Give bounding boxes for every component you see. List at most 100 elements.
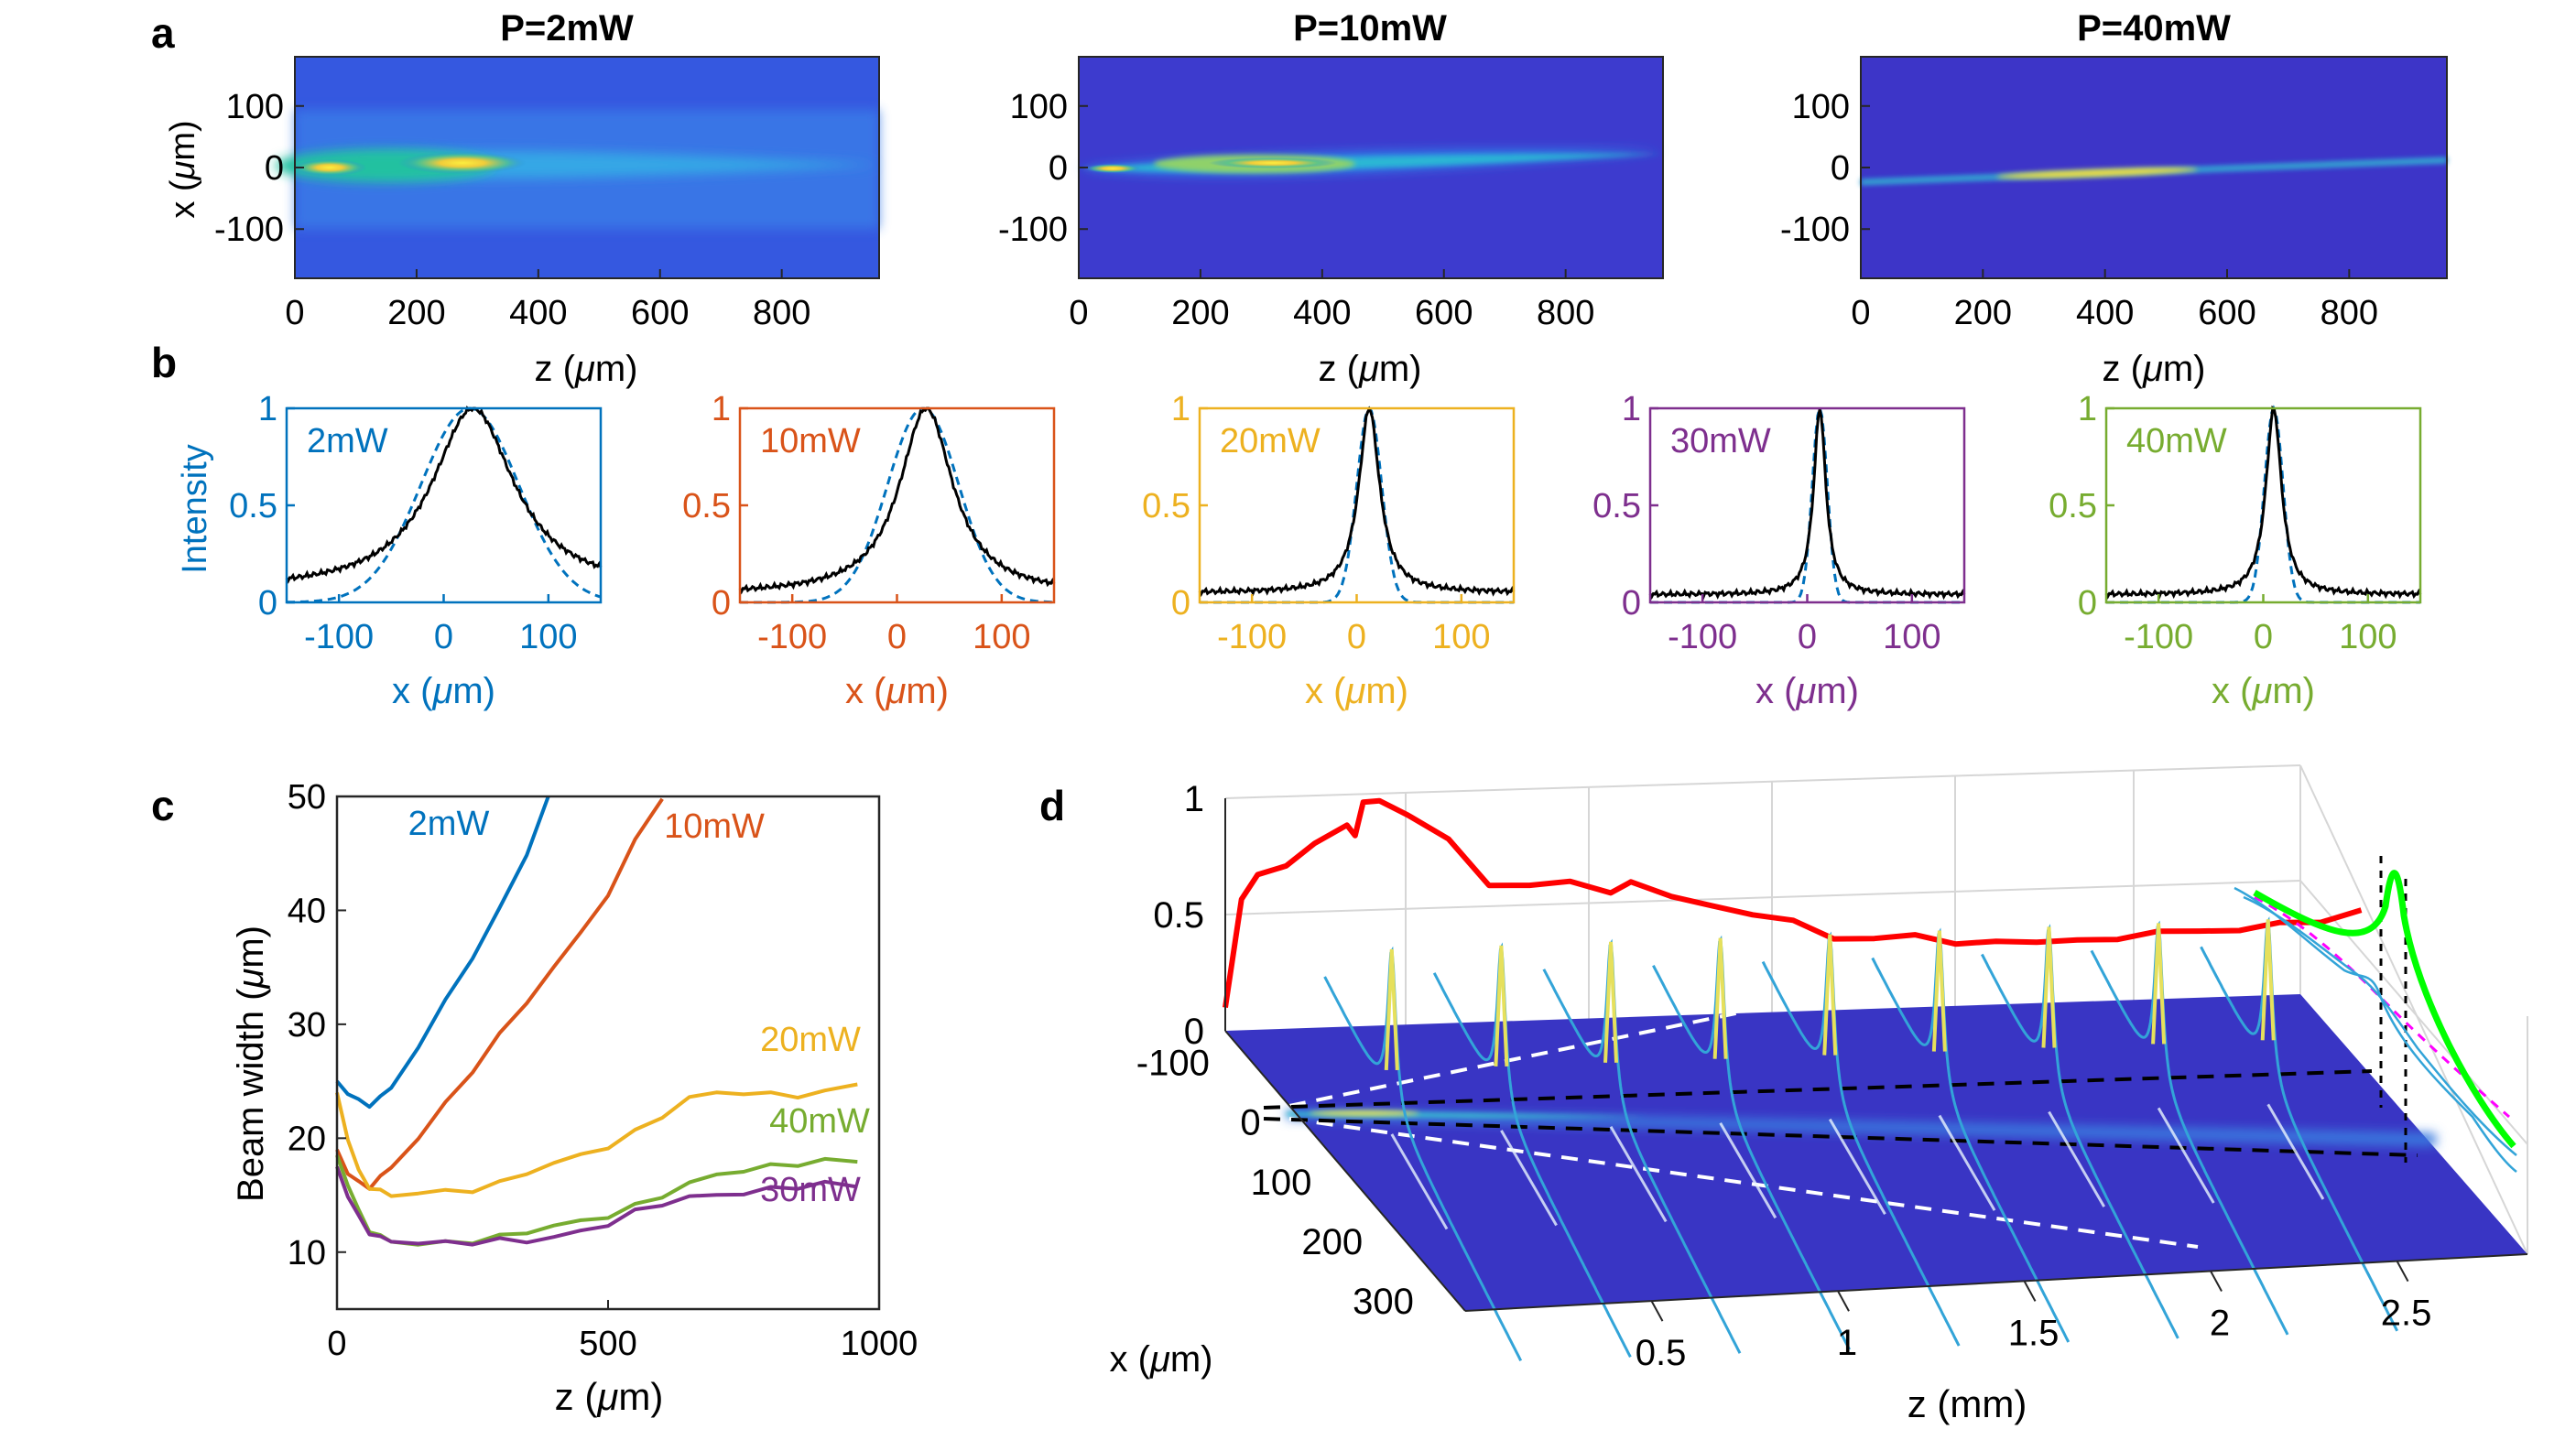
panel-d-ylabel: x (μm) xyxy=(1110,1339,1213,1380)
profile-peak-highlight xyxy=(2041,926,2057,1048)
measured-profile-line xyxy=(285,405,603,584)
y-tick-label: 1 xyxy=(1171,390,1190,428)
profile-peak-highlight xyxy=(1712,937,1728,1059)
x-tick-label: 100 xyxy=(1251,1163,1312,1203)
width-line-10mW xyxy=(335,797,664,1191)
x-tick-label: -100 xyxy=(1217,618,1287,656)
profile-peak-highlight xyxy=(2151,923,2167,1045)
profile-xlabel: x (μm) xyxy=(2212,671,2315,711)
x-tick-label: -100 xyxy=(2124,618,2193,656)
width-line-30mW xyxy=(335,1165,858,1247)
profile-slice xyxy=(1542,938,1742,1354)
gaussian-fit-line xyxy=(740,406,1055,604)
x-tick-label: 100 xyxy=(2339,618,2397,656)
x-tick-label: 800 xyxy=(753,294,810,332)
z-tick-label: 1 xyxy=(1837,1323,1857,1363)
heatmap-xlabel: z (μm) xyxy=(2103,349,2206,389)
box-edge xyxy=(1224,880,2301,915)
profile-40mW: -100 0 100 0 0.5 1 40mW x (μm) xyxy=(2049,390,2422,711)
beam-hot-spot xyxy=(1996,168,2198,179)
x-tick-label: -100 xyxy=(304,618,374,656)
profile-xlabel: x (μm) xyxy=(392,671,495,711)
z-tick-label: 1 xyxy=(1184,779,1204,819)
x-tick-label: -100 xyxy=(757,618,827,656)
x-tick-label: 1000 xyxy=(841,1325,918,1363)
y-tick-label: -100 xyxy=(1780,211,1850,249)
profile-slice xyxy=(1323,946,1523,1362)
x-tick-label: 100 xyxy=(519,618,577,656)
x-tick-label: 0 xyxy=(327,1325,346,1363)
x-tick-label: 600 xyxy=(631,294,689,332)
y-tick-label: 1 xyxy=(258,390,277,428)
heatmap-xlabel: z (μm) xyxy=(1319,349,1422,389)
profile-power-label: 30mW xyxy=(1670,422,1771,460)
box-3d xyxy=(1224,764,2528,1255)
y-tick-label: 0 xyxy=(1171,584,1190,623)
y-tick-label: 100 xyxy=(1792,88,1850,126)
y-tick-label: -100 xyxy=(214,211,284,249)
panel-c-label: c xyxy=(151,782,175,829)
profile-floor-edge xyxy=(2266,1103,2325,1200)
panel-a-label: a xyxy=(151,9,175,57)
peak-intensity-line xyxy=(1223,797,2363,1009)
box-edge xyxy=(2299,764,2528,1255)
profile-peak-highlight xyxy=(2260,919,2276,1041)
profile-peak-highlight xyxy=(1822,934,1838,1056)
measured-profile-line xyxy=(2104,405,2422,600)
z-tick xyxy=(2210,1271,2223,1292)
y-tick-label: 0.5 xyxy=(1142,487,1190,525)
heatmap-xlabel: z (μm) xyxy=(535,349,638,389)
x-tick-label: -100 xyxy=(1136,1044,1210,1084)
profile-power-label: 40mW xyxy=(2126,422,2227,460)
fit-green-curve xyxy=(2253,870,2516,1149)
profile-2mW: -100 0 100 0 0.5 1 2mW x (μm) xyxy=(229,390,603,711)
y-tick-label: 0.5 xyxy=(229,487,277,525)
width-series-label: 40mW xyxy=(769,1102,870,1141)
panel-b-ylabel: Intensity xyxy=(176,444,214,574)
profile-xlabel: x (μm) xyxy=(845,671,949,711)
x-tick-label: 600 xyxy=(2198,294,2255,332)
y-tick-label: 0 xyxy=(1831,149,1850,188)
y-tick-label: 1 xyxy=(1622,390,1641,428)
x-tick-label: 0 xyxy=(1798,618,1817,656)
profile-power-label: 20mW xyxy=(1220,422,1321,460)
y-tick-label: 0 xyxy=(712,584,731,623)
z-tick-label: 2.5 xyxy=(2381,1294,2432,1334)
profile-floor-edge xyxy=(1828,1118,1886,1215)
x-tick-label: 0 xyxy=(2254,618,2273,656)
z-tick-label: 0.5 xyxy=(1636,1333,1687,1373)
x-tick-label: 200 xyxy=(1301,1222,1363,1262)
profile-xlabel: x (μm) xyxy=(1305,671,1408,711)
x-tick-label: 400 xyxy=(509,294,567,332)
width-series-label: 10mW xyxy=(664,807,765,846)
axis-edge xyxy=(1464,1253,2528,1312)
box-edge xyxy=(2299,880,2528,1145)
profile-peak-highlight xyxy=(1384,948,1399,1071)
y-tick-label: 0 xyxy=(265,149,284,188)
floor-beam-glow xyxy=(1287,1110,2436,1146)
heatmap-title-2mW: P=2mW xyxy=(500,8,634,49)
x-tick-label: -100 xyxy=(1668,618,1737,656)
guide-black xyxy=(1263,1069,2373,1110)
x-tick-label: 0 xyxy=(887,618,907,656)
gaussian-fit-line xyxy=(287,406,602,604)
profile-slice xyxy=(1652,935,1851,1350)
beam-hot-spot xyxy=(1085,164,1140,173)
fit-measured-curve xyxy=(2243,895,2517,1156)
profile-floor-edge xyxy=(1719,1121,1777,1219)
panel-c: c Beam width (μm) z (μm) 2mW 10mW 20mW 40mW… xyxy=(151,778,918,1418)
y-tick-label: 0.5 xyxy=(682,487,731,525)
y-tick-label: 0 xyxy=(2078,584,2097,623)
beam-hot-spot xyxy=(1209,157,1337,168)
profile-power-label: 2mW xyxy=(307,422,388,460)
panel-d-curves xyxy=(1223,797,2399,1362)
profile-slice xyxy=(2090,920,2289,1336)
x-tick-label: 100 xyxy=(973,618,1030,656)
intensity-floor xyxy=(1225,994,2527,1311)
x-tick-label: 0 xyxy=(1069,294,1088,332)
z-tick xyxy=(1837,1290,1850,1312)
